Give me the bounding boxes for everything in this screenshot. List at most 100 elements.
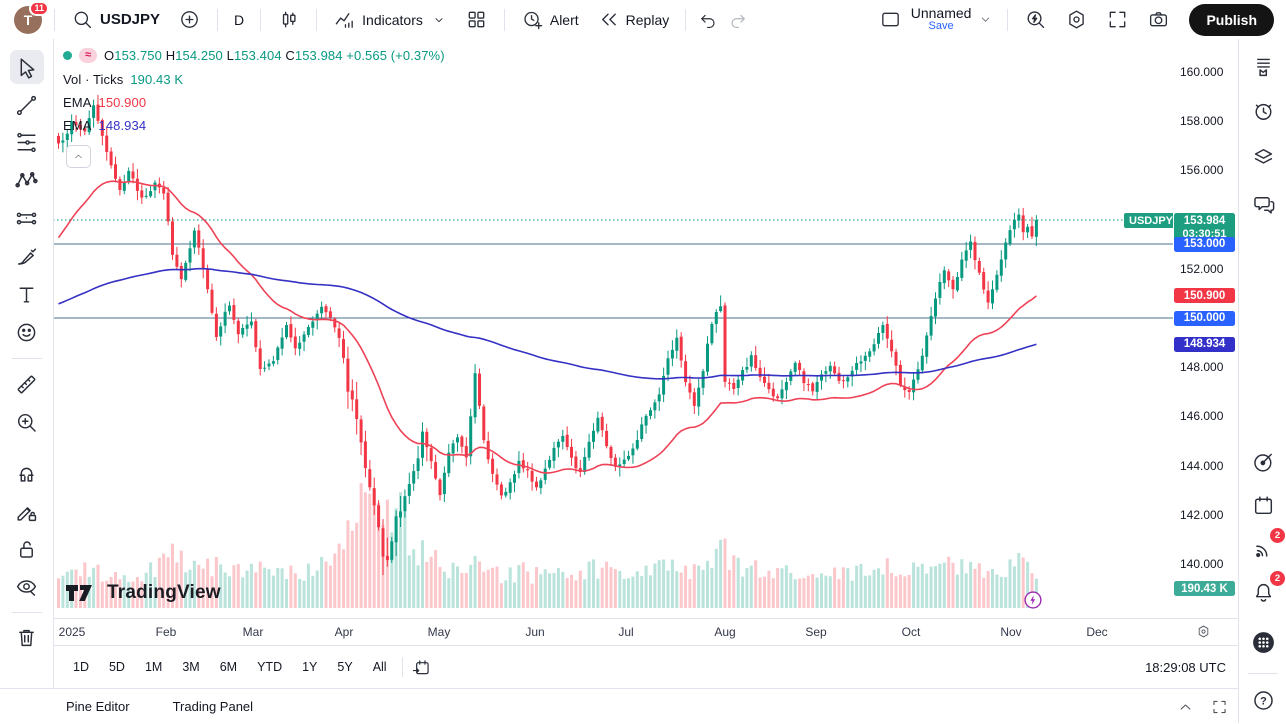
drawing-toolbar — [0, 39, 54, 688]
text-icon — [19, 287, 34, 303]
publish-button[interactable]: Publish — [1189, 3, 1274, 36]
tool-emoji[interactable] — [10, 315, 44, 349]
divider — [685, 8, 687, 31]
notifications-icon — [1255, 583, 1271, 602]
sidebar-help-button[interactable]: ? — [1246, 683, 1280, 717]
volume-label: Vol · Ticks — [63, 72, 124, 87]
panel-expand-chevron-icon[interactable] — [1176, 697, 1195, 716]
sidebar-streams-button[interactable]: 2 — [1246, 528, 1285, 566]
tool-ruler[interactable] — [10, 367, 44, 401]
timezone-clock[interactable]: 18:29:08 UTC — [1145, 659, 1226, 675]
green-dot-icon — [63, 51, 72, 60]
layout-menu-button[interactable] — [971, 4, 1000, 36]
layout-name: Unnamed — [910, 5, 972, 22]
tool-fib-retracement[interactable] — [10, 125, 44, 159]
tool-hide-drawings[interactable] — [10, 569, 44, 603]
fullscreen-button[interactable] — [1097, 4, 1138, 36]
count-badge: 2 — [1270, 528, 1285, 543]
price-chart-canvas[interactable] — [53, 39, 1173, 618]
legend-collapse-button[interactable] — [66, 145, 91, 168]
tool-zoom-in[interactable] — [10, 405, 44, 439]
time-tick: Jul — [618, 625, 634, 639]
undo-button[interactable] — [693, 4, 723, 36]
quick-search-button[interactable] — [1015, 4, 1056, 36]
range-5y-button[interactable]: 5Y — [337, 660, 353, 674]
alert-label: Alert — [549, 11, 579, 28]
chart-style-button[interactable] — [268, 4, 309, 36]
tool-drawing-lock[interactable] — [10, 494, 44, 528]
range-all-button[interactable]: All — [372, 660, 387, 674]
range-6m-button[interactable]: 6M — [219, 660, 238, 674]
time-axis-settings-icon[interactable] — [1196, 624, 1211, 639]
tab-trading-panel[interactable]: Trading Panel — [172, 699, 254, 714]
panel-maximize-icon[interactable] — [1210, 697, 1229, 716]
settings-gear-icon — [1065, 8, 1088, 31]
range-1m-button[interactable]: 1M — [144, 660, 163, 674]
interval-button[interactable]: D — [225, 4, 253, 36]
sidebar-notifications-button[interactable]: 2 — [1246, 571, 1285, 609]
chart-pane[interactable]: ≈ O153.750 H154.250 L153.404 C153.984 +0… — [53, 39, 1173, 618]
sidebar-calendar-button[interactable] — [1246, 488, 1280, 522]
range-ytd-button[interactable]: YTD — [257, 660, 283, 674]
sidebar-chat-button[interactable] — [1246, 187, 1280, 221]
tool-xabcd-pattern[interactable] — [10, 163, 44, 197]
tool-brush[interactable] — [10, 239, 44, 273]
widget-sidebar: 2 2? — [1238, 39, 1286, 723]
snapshot-button[interactable] — [1138, 4, 1179, 36]
alerts-clock-icon — [1254, 103, 1272, 120]
legend-ohlc-row[interactable]: ≈ O153.750 H154.250 L153.404 C153.984 +0… — [63, 48, 445, 63]
go-to-date-icon[interactable] — [411, 657, 432, 678]
candles-icon — [277, 8, 300, 31]
range-3m-button[interactable]: 3M — [182, 660, 200, 674]
divider — [11, 358, 42, 359]
ohlc-values: O153.750 H154.250 L153.404 C153.984 +0.5… — [104, 48, 445, 63]
layout-save-button[interactable]: Unnamed Save — [911, 6, 972, 32]
price-tick: 140.000 — [1180, 557, 1224, 571]
indicators-button[interactable]: Indicators — [324, 4, 456, 36]
legend-volume-row[interactable]: Vol · Ticks 190.43 K — [63, 73, 445, 86]
range-buttons: 1D 5D 1M 3M 6M YTD 1Y 5Y All — [66, 657, 394, 677]
time-tick: Dec — [1086, 625, 1108, 639]
price-axis[interactable]: 160.000 158.000 156.000 152.000 148.000 146.0… — [1173, 39, 1238, 618]
tool-cursor[interactable] — [9, 50, 44, 84]
sidebar-object-tree-button[interactable] — [1246, 140, 1280, 174]
alert-button[interactable]: Alert — [512, 4, 588, 36]
tab-pine-editor[interactable]: Pine Editor — [66, 699, 130, 714]
price-tick: 142.000 — [1180, 507, 1224, 522]
indicator-templates-button[interactable] — [456, 4, 497, 36]
cursor-icon — [20, 57, 35, 79]
redo-button[interactable] — [723, 4, 753, 36]
tool-trash[interactable] — [10, 620, 44, 654]
price-tick: 152.000 — [1180, 261, 1224, 276]
toolbar-right-group: Unnamed Save Publish — [870, 0, 1286, 39]
chevron-down-icon — [431, 12, 447, 28]
legend-ema1-row[interactable]: EMA 150.900 — [63, 96, 445, 109]
layout-button[interactable] — [870, 4, 911, 36]
tool-text[interactable] — [10, 277, 44, 311]
tool-magnet[interactable] — [10, 455, 44, 489]
tool-projection[interactable] — [10, 201, 44, 235]
chat-icon — [1253, 196, 1274, 214]
sidebar-screener-target-button[interactable] — [1246, 445, 1280, 479]
tool-lock[interactable] — [10, 532, 44, 566]
fullscreen-icon — [1106, 8, 1129, 31]
sidebar-apps-grid-button[interactable] — [1246, 625, 1280, 659]
time-axis[interactable]: 2025 Feb Mar Apr May Jun Jul Aug Sep Oct Nov Dec — [53, 618, 1238, 646]
calendar-icon — [1254, 495, 1272, 514]
range-1y-button[interactable]: 1Y — [302, 660, 318, 674]
range-5d-button[interactable]: 5D — [108, 660, 125, 674]
replay-button[interactable]: Replay — [588, 4, 679, 36]
divider — [503, 8, 505, 31]
range-1d-button[interactable]: 1D — [73, 660, 89, 674]
symbol-search-button[interactable]: USDJPY — [62, 4, 169, 36]
tool-trend-line[interactable] — [10, 88, 44, 122]
legend-ema2-row[interactable]: EMA 148.934 — [63, 119, 445, 132]
lightning-icon[interactable] — [1022, 589, 1044, 611]
user-avatar[interactable]: T 11 — [14, 0, 49, 34]
hide-drawings-icon — [16, 579, 37, 596]
emoji-icon — [17, 323, 36, 341]
sidebar-watchlist-button[interactable] — [1246, 49, 1280, 83]
chart-settings-button[interactable] — [1056, 4, 1097, 36]
sidebar-alerts-clock-button[interactable] — [1246, 94, 1280, 128]
compare-add-button[interactable] — [169, 4, 210, 36]
